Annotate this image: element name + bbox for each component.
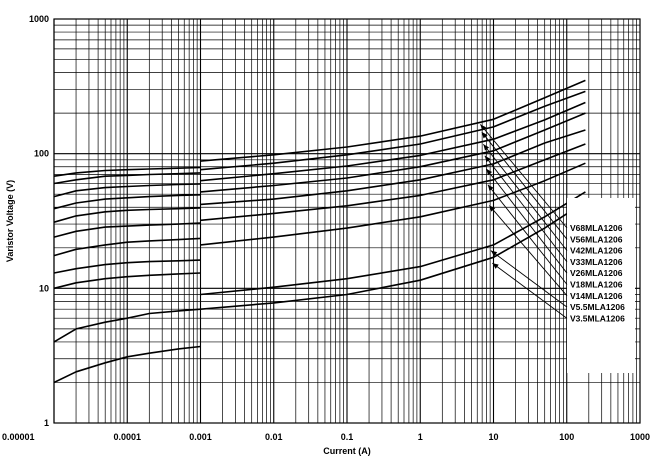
series-line-low [53,194,201,210]
label-leader-line [487,184,568,285]
series-label: V3.5MLA1206 [570,313,625,323]
legend-box [567,198,635,373]
label-arrowhead [480,124,487,131]
series-line-high [200,101,586,182]
series-label: V56MLA1206 [570,234,623,244]
label-arrowhead [492,263,499,269]
plot-frame [53,18,641,424]
x-tick-label: 0.01 [265,432,283,442]
label-leader-line [481,131,568,240]
series-line-low [53,183,201,198]
series-line-low [53,207,201,223]
series-line-low [53,259,201,274]
series-line-high [200,112,586,193]
y-tick-label: 1000 [29,14,49,24]
x-tick-label: 0.00001 [2,432,35,442]
x-axis-title: Current (A) [323,446,371,456]
label-arrowhead [489,205,496,212]
label-arrows [480,124,568,319]
series-label: V33MLA1206 [570,257,623,267]
label-arrowhead [490,250,498,257]
label-arrowhead [484,155,491,163]
series-label: V18MLA1206 [570,280,623,290]
series-line-high [200,201,586,310]
label-arrowhead [486,168,493,176]
y-tick-label: 10 [39,283,49,293]
series-line-high [200,143,586,222]
series-line-high [200,162,586,246]
series-line-high [200,129,586,206]
label-arrowhead [483,144,490,151]
label-leader-line [485,168,568,274]
series-line-high [200,90,586,171]
label-leader-line [489,205,568,297]
y-tick-label: 1 [44,418,49,428]
series-line-low [53,308,201,343]
label-leader-line [480,124,568,229]
series-line-low [53,172,201,185]
x-tick-label: 0.1 [341,432,354,442]
x-tick-label: 1000 [630,432,650,442]
series-line-low [53,166,201,177]
x-tick-label: 1 [418,432,423,442]
series-label: V5.5MLA1206 [570,302,625,312]
y-tick-label: 100 [34,149,49,159]
label-leader-line [484,155,568,263]
label-arrowhead [481,132,488,139]
series-label: V68MLA1206 [570,223,623,233]
series-line-low [53,222,201,238]
x-tick-label: 100 [559,432,574,442]
label-leader-line [490,250,568,308]
series-line-high [200,79,586,162]
curves [53,79,586,384]
x-tick-label: 0.0001 [113,432,141,442]
label-leader-line [482,143,568,251]
series-line-low [53,345,201,384]
grid-lines [53,19,640,424]
y-tick-labels: 1 10 100 1000 [29,14,49,428]
series-label: V42MLA1206 [570,246,623,256]
series-line-high [200,191,586,296]
label-arrowhead [487,184,494,192]
x-tick-label: 10 [488,432,498,442]
x-tick-label: 0.001 [189,432,212,442]
label-leader-line [492,262,568,319]
series-line-low [53,272,201,290]
series-label: V26MLA1206 [570,268,623,278]
series-label: V14MLA1206 [570,291,623,301]
y-axis-title: Varistor Voltage (V) [5,180,15,262]
series-line-low [53,237,201,257]
x-tick-labels: 0.00001 0.0001 0.001 0.01 0.1 1 10 100 1000 [2,432,650,442]
